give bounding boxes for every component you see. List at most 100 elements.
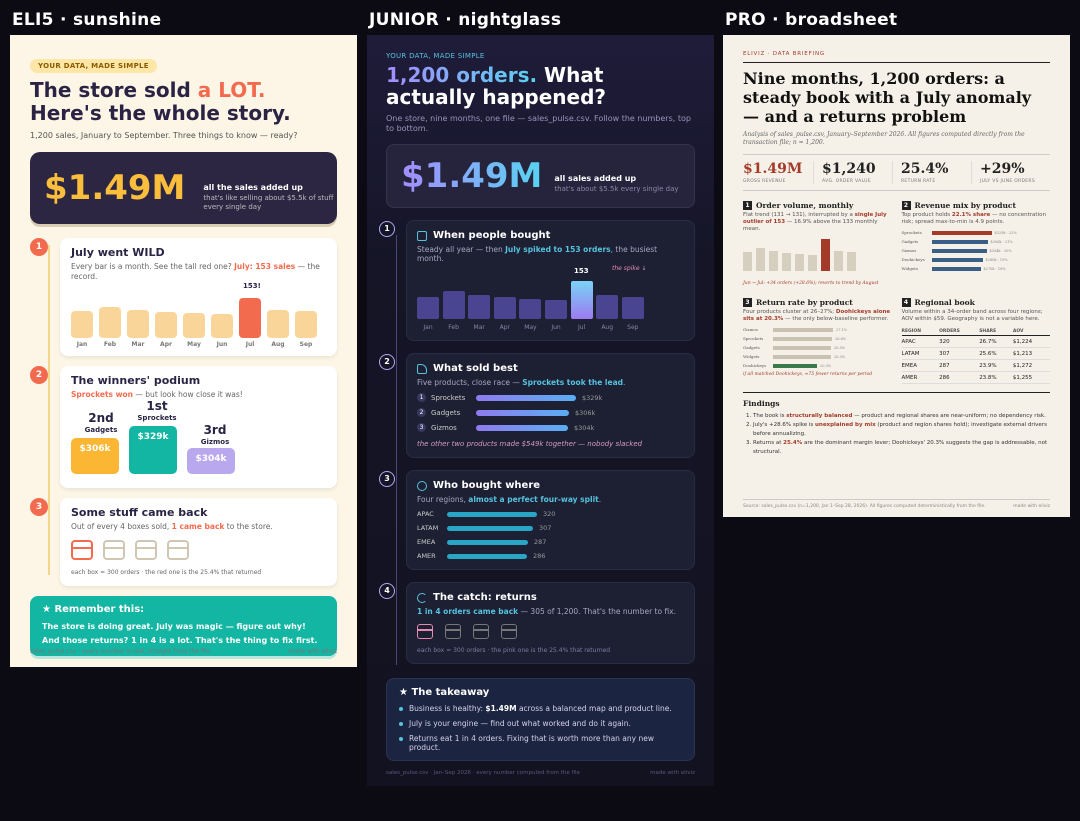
bar-aug bbox=[596, 295, 619, 319]
section-monthly: 1 When people bought Steady all year — t… bbox=[379, 220, 695, 341]
section-text: Steady all year — then July spiked to 15… bbox=[417, 245, 658, 263]
bar-label: Jan bbox=[423, 324, 433, 331]
bar-jan bbox=[743, 252, 752, 271]
section-regions: 3 Who bought where Four regions, almost … bbox=[379, 470, 695, 570]
bar-value: $329k · 22% bbox=[994, 230, 1017, 235]
podium-third-block: $304k bbox=[187, 448, 235, 474]
peak-label: 153! bbox=[243, 282, 261, 290]
pro-panel: ELIVIZ · DATA BRIEFING Nine months, 1,20… bbox=[723, 35, 1070, 517]
bar-label: Widgets bbox=[743, 354, 760, 359]
section-podium: 2 The winners' podium Sprockets won — bu… bbox=[30, 366, 337, 488]
section-heading: The winners' podium bbox=[71, 374, 201, 387]
kpi-value: $1,240 bbox=[822, 161, 876, 177]
bar-mar bbox=[127, 310, 149, 338]
table-cell: $1,272 bbox=[1012, 359, 1050, 372]
product-name: Gizmos bbox=[431, 423, 457, 432]
kpi: $1,240 AVG. ORDER VALUE bbox=[813, 161, 892, 184]
region-name: APAC bbox=[417, 510, 434, 518]
bar bbox=[931, 248, 987, 253]
card-heading: 3 Return rate by product bbox=[743, 298, 892, 307]
bar-apr bbox=[782, 253, 791, 271]
bar-row: Sprockets 26.6% bbox=[743, 336, 892, 341]
takeaway-item: Returns eat 1 in 4 orders. Fixing that i… bbox=[399, 734, 682, 752]
bar-row: Doohickeys $280k · 19% bbox=[902, 257, 1051, 262]
bar-feb bbox=[756, 248, 765, 271]
bar bbox=[931, 230, 992, 235]
bar-row: Sprockets $329k · 22% bbox=[902, 230, 1051, 235]
bar-sep bbox=[621, 297, 644, 319]
table-cell: 25.6% bbox=[979, 347, 1013, 360]
bar-label: Doohickeys bbox=[901, 257, 925, 262]
section-returns: 3 Some stuff came back Out of every 4 bo… bbox=[30, 498, 337, 586]
section-note: the other two products made $549k togeth… bbox=[417, 440, 643, 448]
table-header: REGION bbox=[901, 328, 940, 336]
table-cell: EMEA bbox=[901, 359, 940, 372]
returns-boxes bbox=[417, 624, 684, 639]
kpi-row: $1.49M GROSS REVENUE $1,240 AVG. ORDER VALU… bbox=[743, 154, 1050, 191]
briefing-tag: ELIVIZ · DATA BRIEFING bbox=[743, 51, 1050, 63]
podium-first-label: 1st Sprockets bbox=[137, 399, 177, 422]
remember-text: The store is doing great. July was magic… bbox=[42, 622, 318, 645]
bar-value: 20.3% bbox=[820, 363, 832, 368]
bar-label: Gadgets bbox=[901, 239, 919, 244]
region-bar bbox=[447, 511, 537, 517]
monthly-bar-chart bbox=[743, 237, 892, 277]
card-revenue-mix: 2 Revenue mix by product Top product hold… bbox=[901, 201, 1051, 286]
tag-label: YOUR DATA, MADE SIMPLE bbox=[386, 52, 485, 60]
bar-jun bbox=[545, 300, 567, 319]
table-cell: $1,255 bbox=[1012, 371, 1050, 384]
bar-label: Sep bbox=[627, 324, 639, 331]
bar-aug bbox=[834, 251, 843, 271]
bar-label: Mar bbox=[473, 324, 485, 331]
page-title: 1,200 orders. What actually happened? bbox=[386, 63, 607, 109]
table-header: AOV bbox=[1012, 328, 1050, 336]
card-heading: 1 Order volume, monthly bbox=[743, 201, 892, 210]
bar-jul bbox=[239, 298, 261, 338]
product-bar-chart: 1 Sprockets $329k 2 Gadgets $306k 3 Gizmos $304k bbox=[417, 393, 684, 432]
finding-item: Returns at 25.4% are the dominant margin… bbox=[753, 439, 1050, 457]
eli5-panel: YOUR DATA, MADE SIMPLE The store sold a … bbox=[10, 35, 357, 667]
bar-label: May bbox=[524, 324, 537, 331]
bar-label: Jun bbox=[216, 341, 228, 348]
bar-aug bbox=[267, 310, 289, 338]
table-cell: 307 bbox=[939, 347, 980, 360]
revenue-label: all the sales added up that's like sellin… bbox=[203, 182, 334, 211]
table-header: ORDERS bbox=[939, 328, 980, 336]
bar bbox=[931, 257, 983, 262]
box-icon-returned bbox=[71, 540, 93, 560]
table-cell: 23.9% bbox=[979, 359, 1013, 372]
region-name: LATAM bbox=[417, 524, 439, 532]
bar-label: Jun bbox=[551, 324, 561, 331]
section-heading: July went WILD bbox=[71, 246, 165, 259]
card-return-rate: 3 Return rate by product Four products cl… bbox=[743, 298, 892, 384]
footer: Source: sales_pulse.csv (n=1,200, Jan 1–… bbox=[743, 499, 1050, 509]
region-row: LATAM 307 bbox=[417, 524, 684, 532]
findings-section: Findings The book is structurally balanc… bbox=[743, 392, 1050, 457]
step-number: 4 bbox=[379, 583, 395, 599]
rank-badge: 3 bbox=[417, 423, 426, 432]
podium-third-label: 3rd Gizmos bbox=[200, 423, 230, 446]
bar-label: Aug bbox=[601, 324, 614, 331]
region-value: 287 bbox=[534, 538, 547, 546]
bar-label: Feb bbox=[448, 324, 459, 331]
region-bar bbox=[447, 525, 533, 531]
revenue-label: all sales added up that's about $5.5k eve… bbox=[554, 173, 679, 193]
bar-row: Gizmos $304k · 20% bbox=[902, 248, 1051, 253]
section-monthly: 1 July went WILD Every bar is a month. S… bbox=[30, 238, 337, 356]
remember-heading: ★ Remember this: bbox=[42, 604, 145, 615]
bar-mar bbox=[468, 295, 491, 319]
returns-note: each box = 300 orders · the red one is t… bbox=[71, 569, 262, 576]
product-value: $329k bbox=[582, 393, 603, 402]
region-row: APAC 320 bbox=[417, 510, 684, 518]
subtitle: One store, nine months, one file — sales… bbox=[386, 114, 691, 133]
bar-label: Gizmos bbox=[743, 327, 758, 332]
bar-jan bbox=[71, 311, 93, 338]
bar-value: $304k · 20% bbox=[989, 248, 1012, 253]
section-heading: What sold best bbox=[417, 363, 684, 374]
table-cell: 26.7% bbox=[979, 335, 1013, 348]
bar-value: 26.3% bbox=[834, 354, 846, 359]
box-icon bbox=[473, 624, 489, 639]
section-text: Sprockets won — but look how close it wa… bbox=[71, 390, 243, 399]
revenue-value: $1.49M bbox=[401, 156, 543, 196]
card-order-volume: 1 Order volume, monthly Flat trend (131 →… bbox=[743, 201, 892, 286]
